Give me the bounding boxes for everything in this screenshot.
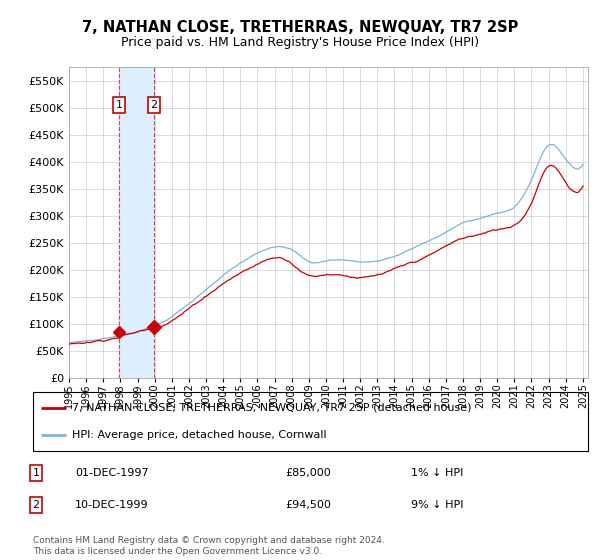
Text: 1: 1 bbox=[32, 468, 40, 478]
Text: 01-DEC-1997: 01-DEC-1997 bbox=[75, 468, 149, 478]
Text: 2: 2 bbox=[32, 500, 40, 510]
Text: 10-DEC-1999: 10-DEC-1999 bbox=[75, 500, 149, 510]
Text: 2: 2 bbox=[151, 100, 157, 110]
Text: 9% ↓ HPI: 9% ↓ HPI bbox=[411, 500, 464, 510]
Text: 7, NATHAN CLOSE, TRETHERRAS, NEWQUAY, TR7 2SP: 7, NATHAN CLOSE, TRETHERRAS, NEWQUAY, TR… bbox=[82, 20, 518, 35]
Text: £85,000: £85,000 bbox=[285, 468, 331, 478]
Text: Contains HM Land Registry data © Crown copyright and database right 2024.
This d: Contains HM Land Registry data © Crown c… bbox=[33, 536, 385, 556]
Text: Price paid vs. HM Land Registry's House Price Index (HPI): Price paid vs. HM Land Registry's House … bbox=[121, 36, 479, 49]
Text: HPI: Average price, detached house, Cornwall: HPI: Average price, detached house, Corn… bbox=[72, 430, 326, 440]
Text: £94,500: £94,500 bbox=[285, 500, 331, 510]
Bar bbox=[119, 67, 154, 378]
Text: 1: 1 bbox=[115, 100, 122, 110]
Text: 7, NATHAN CLOSE, TRETHERRAS, NEWQUAY, TR7 2SP (detached house): 7, NATHAN CLOSE, TRETHERRAS, NEWQUAY, TR… bbox=[72, 403, 472, 413]
Text: 1% ↓ HPI: 1% ↓ HPI bbox=[411, 468, 463, 478]
